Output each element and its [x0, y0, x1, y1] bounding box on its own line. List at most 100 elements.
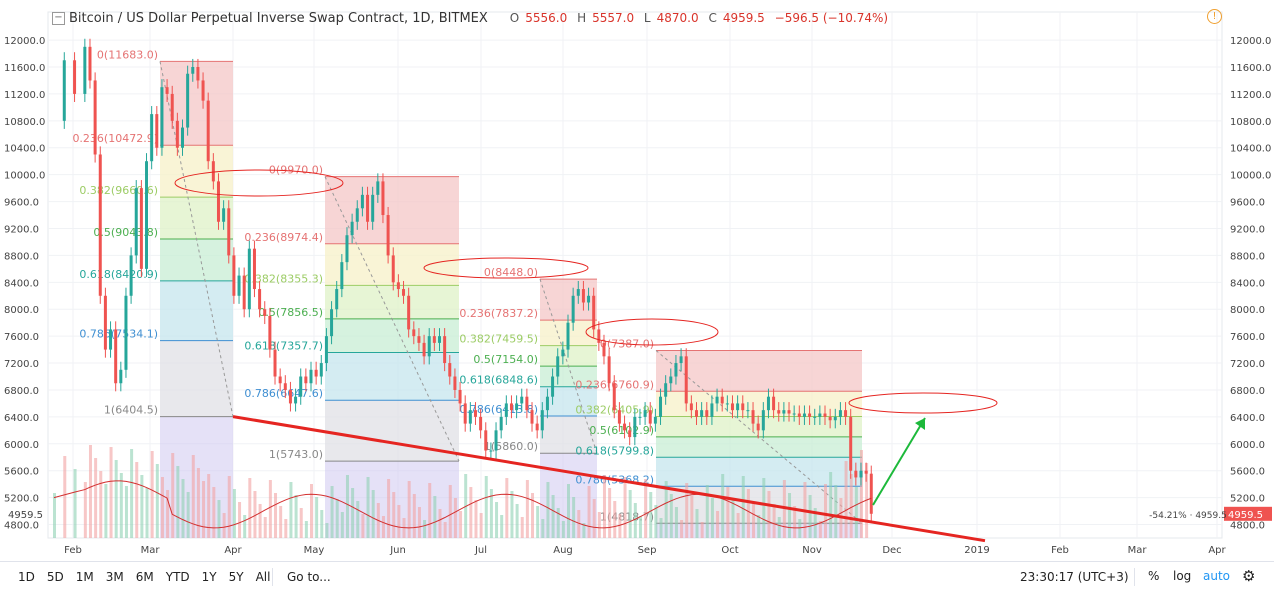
range-ytd[interactable]: YTD — [165, 570, 190, 584]
fib-zone — [656, 436, 862, 458]
fib-level-label: 0(9970.0) — [269, 164, 323, 177]
ma-line — [53, 480, 872, 529]
volume-bars — [53, 445, 869, 538]
volume-bar — [572, 497, 576, 538]
volume-bar — [371, 490, 375, 538]
candle-body — [175, 120, 179, 148]
candle-body — [355, 208, 359, 222]
candle-body — [412, 329, 416, 337]
y-tick-label-left: 5600.0 — [4, 467, 39, 478]
last-price-label-left: 4959.5 — [8, 510, 43, 521]
volume-bar — [767, 491, 771, 538]
candle-body — [828, 416, 832, 421]
volume-bar — [726, 487, 730, 538]
volume-bar — [531, 493, 535, 538]
range-5d[interactable]: 5D — [46, 570, 64, 584]
candle-body — [515, 403, 519, 411]
range-5y[interactable]: 5Y — [228, 570, 244, 584]
candle-body — [813, 416, 817, 418]
range-1d[interactable]: 1D — [18, 570, 35, 584]
clock-readout[interactable]: 23:30:17 (UTC+3) — [1020, 570, 1129, 584]
volume-bar — [690, 496, 694, 538]
volume-bar — [808, 495, 812, 538]
volume-bar — [109, 447, 113, 538]
candle-body — [181, 127, 184, 148]
goto-button[interactable]: Go to... — [287, 570, 331, 584]
range-all[interactable]: All — [255, 570, 271, 584]
auto-toggle[interactable]: auto — [1203, 569, 1231, 583]
y-tick-label: 8400.0 — [1230, 278, 1265, 289]
candle-body — [473, 410, 477, 417]
chart-title: Bitcoin / US Dollar Perpetual Inverse Sw… — [69, 10, 488, 26]
volume-bar — [710, 498, 714, 538]
range-1y[interactable]: 1Y — [201, 570, 217, 584]
candle-body — [73, 60, 77, 94]
x-tick-label: Sep — [638, 545, 657, 556]
volume-bar — [433, 496, 437, 538]
volume-bar — [664, 481, 668, 538]
fib-zone — [325, 176, 459, 244]
candle-body — [93, 80, 97, 155]
fib-diagonal — [655, 350, 863, 524]
candle-body — [592, 295, 596, 330]
fib-zone — [325, 285, 459, 319]
volume-bar — [155, 464, 159, 538]
volume-bar — [253, 491, 257, 538]
candle-body — [134, 188, 138, 256]
range-1m[interactable]: 1M — [75, 570, 94, 584]
chart-canvas[interactable]: 12000.0 12000.0 11600.0 11600.0 11200.0 11200… — [0, 0, 1274, 561]
range-6m[interactable]: 6M — [135, 570, 154, 584]
fib-level-label: 0.5(7856.5) — [258, 306, 323, 319]
x-tick-label: Mar — [141, 545, 161, 556]
percent-toggle[interactable]: % — [1148, 569, 1160, 583]
volume-bar — [202, 481, 206, 538]
volume-bar — [428, 483, 432, 538]
collapse-icon[interactable]: − — [52, 11, 65, 25]
volume-bar — [854, 487, 858, 538]
gear-icon[interactable]: ⚙ — [1242, 567, 1256, 585]
fib-level-label: 0.236(8974.4) — [244, 231, 323, 244]
candle-body — [232, 255, 236, 296]
log-toggle[interactable]: log — [1173, 569, 1192, 583]
fib-level-label: 0.236(10472.9) — [72, 132, 158, 145]
volume-bar — [387, 479, 391, 538]
volume-bar — [628, 490, 632, 538]
fib-zone — [656, 350, 862, 392]
candle-body — [438, 336, 441, 343]
range-3m[interactable]: 3M — [105, 570, 124, 584]
candle-body — [468, 410, 472, 424]
volume-bar — [654, 505, 658, 538]
candle-body — [62, 60, 66, 121]
candle-body — [165, 87, 169, 94]
candle-body — [366, 194, 370, 222]
fib-zone — [160, 280, 233, 341]
volume-bar — [248, 478, 252, 538]
volume-bar — [325, 523, 329, 538]
warning-icon[interactable]: ! — [1207, 9, 1222, 24]
volume-bar — [73, 469, 77, 538]
candle-body — [623, 423, 627, 431]
volume-bar — [94, 458, 98, 538]
volume-bar — [160, 477, 164, 538]
candle-body — [83, 46, 87, 94]
volume-bar — [510, 491, 514, 538]
candle-body — [499, 416, 503, 431]
volume-bar — [366, 477, 370, 538]
candle-body — [304, 376, 308, 384]
volume-bar — [345, 475, 349, 538]
chart-header: − Bitcoin / US Dollar Perpetual Inverse … — [52, 8, 894, 28]
volume-bar — [88, 445, 92, 538]
candle-body — [535, 423, 539, 431]
fib-level-label: 0.786(6647.6) — [244, 387, 323, 400]
y-tick-label: 10800.0 — [1230, 117, 1271, 128]
y-tick-label-left: 6400.0 — [4, 413, 39, 424]
volume-bar — [222, 513, 226, 538]
volume-bar — [772, 504, 776, 538]
fib-level-label: 0.5(6102.9) — [589, 424, 654, 437]
low-key: L — [643, 11, 651, 25]
change-value: −596.5 (−10.74%) — [774, 11, 889, 25]
volume-bar — [315, 497, 319, 538]
fib-zone — [325, 318, 459, 353]
candle-body — [576, 289, 580, 296]
volume-bar — [191, 455, 195, 538]
